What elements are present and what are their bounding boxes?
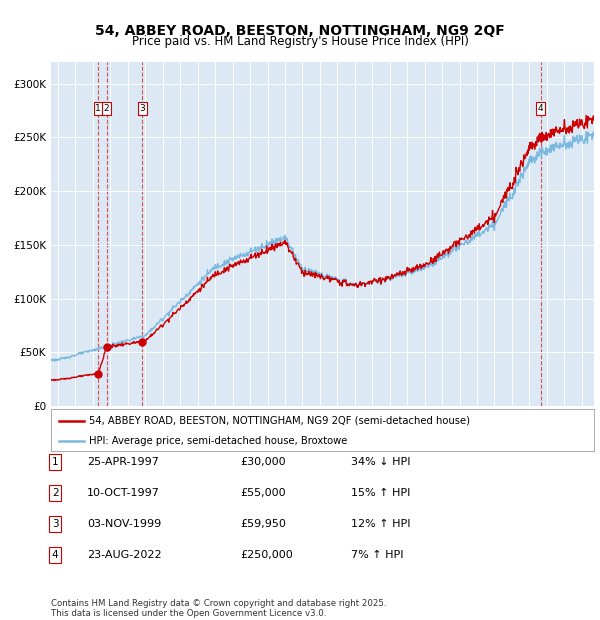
- Text: 1: 1: [52, 457, 59, 467]
- Text: 03-NOV-1999: 03-NOV-1999: [87, 519, 161, 529]
- Text: HPI: Average price, semi-detached house, Broxtowe: HPI: Average price, semi-detached house,…: [89, 436, 347, 446]
- Text: £250,000: £250,000: [240, 550, 293, 560]
- Text: 2: 2: [104, 104, 109, 113]
- Text: 12% ↑ HPI: 12% ↑ HPI: [351, 519, 410, 529]
- Text: £59,950: £59,950: [240, 519, 286, 529]
- Text: 1: 1: [95, 104, 101, 113]
- Text: 7% ↑ HPI: 7% ↑ HPI: [351, 550, 404, 560]
- Text: 4: 4: [538, 104, 544, 113]
- Text: 25-APR-1997: 25-APR-1997: [87, 457, 159, 467]
- Text: 23-AUG-2022: 23-AUG-2022: [87, 550, 161, 560]
- Text: 15% ↑ HPI: 15% ↑ HPI: [351, 488, 410, 498]
- Text: Price paid vs. HM Land Registry's House Price Index (HPI): Price paid vs. HM Land Registry's House …: [131, 35, 469, 48]
- Text: 34% ↓ HPI: 34% ↓ HPI: [351, 457, 410, 467]
- Text: 54, ABBEY ROAD, BEESTON, NOTTINGHAM, NG9 2QF (semi-detached house): 54, ABBEY ROAD, BEESTON, NOTTINGHAM, NG9…: [89, 415, 470, 425]
- Text: £55,000: £55,000: [240, 488, 286, 498]
- Text: Contains HM Land Registry data © Crown copyright and database right 2025.
This d: Contains HM Land Registry data © Crown c…: [51, 599, 386, 618]
- Text: 10-OCT-1997: 10-OCT-1997: [87, 488, 160, 498]
- Text: 3: 3: [140, 104, 145, 113]
- Text: 2: 2: [52, 488, 59, 498]
- Text: £30,000: £30,000: [240, 457, 286, 467]
- Text: 3: 3: [52, 519, 59, 529]
- Text: 4: 4: [52, 550, 59, 560]
- Text: 54, ABBEY ROAD, BEESTON, NOTTINGHAM, NG9 2QF: 54, ABBEY ROAD, BEESTON, NOTTINGHAM, NG9…: [95, 24, 505, 38]
